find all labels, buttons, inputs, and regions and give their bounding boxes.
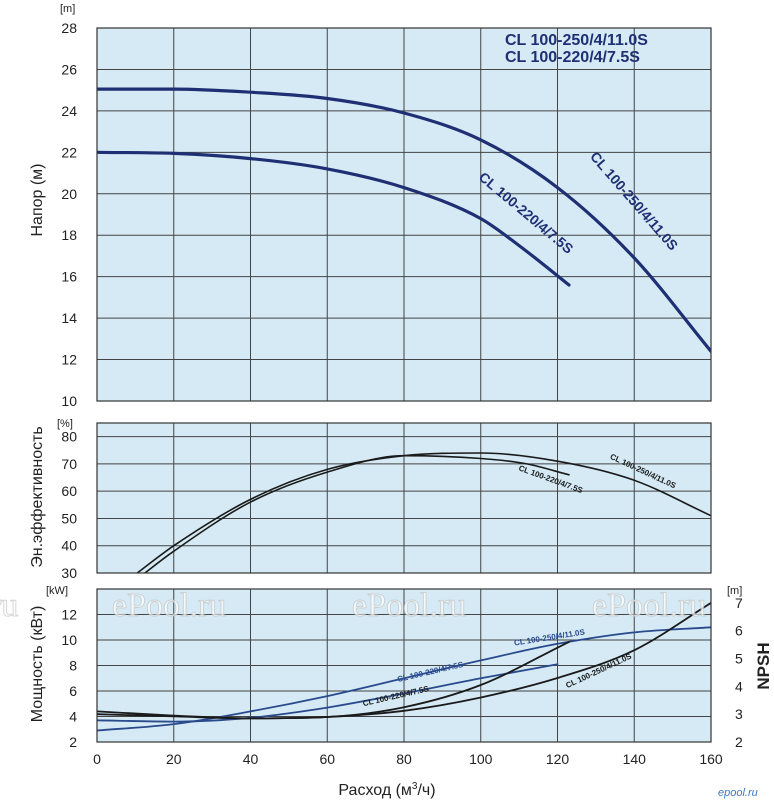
efficiency-curves [135,452,711,573]
npsh-y-tick-label: 2 [735,734,743,750]
efficiency-plot-frame [96,422,712,574]
efficiency-curve-cl-100-220-4-7-5s [143,454,570,573]
efficiency-y-tick-label: 40 [61,538,77,554]
watermark-fragment: ru [0,587,18,624]
flow-axis-title: Расход (м3/ч) [338,781,435,799]
x-tick-label: 60 [319,751,335,767]
chart-title-line-1: CL 100-250/4/11.0S [505,32,648,49]
x-tick-label: 40 [243,751,259,767]
efficiency-y-tick-label: 50 [61,510,77,526]
head-unit: [m] [60,3,75,15]
power-npsh-y-tick-label: 4 [69,709,77,725]
flow-axis-title-end: /ч) [417,782,435,799]
power-npsh-curves [97,602,711,732]
head-y-tick-label: 26 [61,61,77,77]
head-y-tick-label: 28 [61,20,77,36]
x-tick-label: 80 [396,751,412,767]
brand-logo-text: epool.ru [718,787,758,799]
head-axis-title: Напор (м) [29,163,46,236]
head-y-tick-label: 20 [61,186,77,202]
efficiency-axis-title: Эн.эффективность [29,426,46,568]
power-npsh-plot-frame [96,588,712,743]
efficiency-y-tick-label: 60 [61,483,77,499]
efficiency-y-tick-label: 70 [61,456,77,472]
efficiency-y-tick-label: 80 [61,429,77,445]
head-plot-frame [96,27,712,402]
power-npsh-curve-cl-100-220-4-7-5s-right [97,641,570,720]
power-npsh-y-tick-label: 8 [69,658,77,674]
npsh-y-tick-label: 6 [735,623,743,639]
power-npsh-y-tick-label: 6 [69,683,77,699]
power-npsh-y-tick-label: 2 [69,734,77,750]
flow-axis-title-superscript: 3 [412,781,418,792]
efficiency-unit: [%] [57,418,73,430]
chart-title-line-2: CL 100-220/4/7.5S [505,49,640,66]
x-tick-label: 0 [93,751,101,767]
power-axis-title: Мощность (кВт) [29,606,46,723]
x-tick-label: 120 [546,751,570,767]
head-y-tick-label: 24 [61,103,77,119]
power-npsh-curve-cl-100-220-4-7-5s-left [97,663,559,723]
x-tick-label: 140 [623,751,647,767]
npsh-unit: [m] [727,585,742,597]
performance-curves [97,87,711,732]
head-y-tick-label: 18 [61,227,77,243]
flow-axis-title-main: Расход (м [338,782,412,799]
head-curves [97,87,711,353]
npsh-y-tick-label: 5 [735,651,743,667]
npsh-y-tick-label: 3 [735,706,743,722]
power-npsh-y-tick-label: 10 [61,632,77,648]
head-curve-cl-100-250-4-11-0s [97,87,711,353]
npsh-axis-title: NPSH [754,642,773,689]
head-y-tick-label: 22 [61,144,77,160]
head-curve-cl-100-220-4-7-5s [97,150,571,287]
x-tick-label: 100 [469,751,493,767]
head-y-tick-label: 16 [61,269,77,285]
x-tick-label: 160 [699,751,723,767]
watermark-2: ePool.ru [352,587,466,624]
x-tick-label: 20 [166,751,182,767]
head-y-tick-label: 12 [61,352,77,368]
power-unit: [kW] [46,585,68,597]
watermark-3: ePool.ru [592,587,706,624]
head-y-tick-label: 14 [61,310,77,326]
npsh-y-tick-label: 7 [735,595,743,611]
watermark-1: ePool.ru [112,587,226,624]
head-y-tick-label: 10 [61,393,77,409]
efficiency-y-tick-label: 30 [61,565,77,581]
power-npsh-y-tick-label: 12 [61,607,77,623]
npsh-y-tick-label: 4 [735,678,743,694]
